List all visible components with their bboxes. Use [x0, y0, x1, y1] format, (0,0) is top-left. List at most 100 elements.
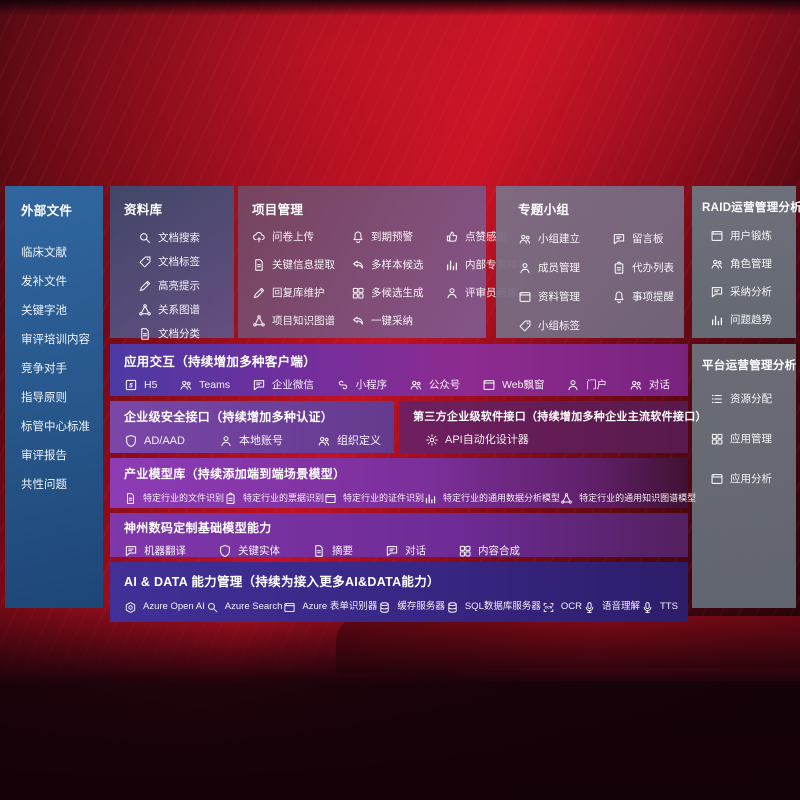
service-item: OCR [542, 599, 582, 615]
feature-item: 关系图谱 [138, 302, 228, 318]
dialogue-icon [385, 544, 399, 558]
library-list: 文档搜索 文档标签 高亮提示 关系图谱 文档分类 [124, 230, 228, 342]
capability-item: 机器翻译 [124, 543, 186, 559]
machine-translation-icon [124, 544, 138, 558]
industry-model-library-panel: 产业模型库（持续添加端到端场景模型） 特定行业的文件识别 特定行业的票据识别 特定行… [110, 458, 696, 508]
capability-item: 对话 [385, 543, 426, 559]
security-list: AD/AAD 本地账号 组织定义 [124, 433, 394, 449]
web-popup-icon [482, 378, 496, 392]
raid-list: 用户锻炼 角色管理 采纳分析 问题趋势 [702, 228, 792, 328]
reviewer-profile-icon [445, 286, 459, 300]
cache-server-icon [378, 601, 391, 614]
sidebar-item: 共性问题 [21, 479, 67, 491]
project-list: 问卷上传到期预警点赞感谢关键信息提取多样本候选内部专家排名回复库维护多候选生成评… [252, 229, 528, 329]
key-entity-icon [218, 544, 232, 558]
basemodels-list: 机器翻译 关键实体 摘要 对话 内容合成 [124, 543, 688, 559]
wechat-work-icon [252, 378, 266, 392]
todo-list-icon [612, 261, 626, 275]
industry-id-recognition-icon [324, 492, 337, 505]
sidebar-item: 审评报告 [21, 450, 67, 462]
azure-openai-icon [124, 601, 137, 614]
feature-item: 回复库维护 [252, 285, 349, 301]
industry-list: 特定行业的文件识别 特定行业的票据识别 特定行业的证件识别 特定行业的通用数据分析模型… [124, 490, 696, 506]
org-definition-icon [317, 434, 331, 448]
security-title: 企业级安全接口（持续增加多种认证） [124, 410, 334, 424]
feature-item: 采纳分析 [710, 284, 792, 300]
local-account-icon [219, 434, 233, 448]
knowledge-library-panel: 资料库 文档搜索 文档标签 高亮提示 关系图谱 文档分类 [110, 186, 234, 340]
auth-item: 组织定义 [317, 433, 381, 449]
raid-operation-analysis-panel: RAID运营管理分析 用户锻炼 角色管理 采纳分析 问题趋势 [692, 186, 800, 338]
auth-item: AD/AAD [124, 433, 185, 449]
service-item: Azure Open AI [124, 599, 205, 615]
service-item: Azure 表单识别器 [283, 599, 377, 615]
model-item: 特定行业的通用数据分析模型 [424, 490, 560, 506]
feature-item: 文档分类 [138, 326, 228, 342]
aidata-title: AI & DATA 能力管理（持续为接入更多AI&DATA能力） [124, 575, 440, 589]
interaction-list: H5 Teams 企业微信 小程序 公众号 Web飘窗 门户 对话 [124, 377, 670, 393]
capability-item: 关键实体 [218, 543, 280, 559]
azure-form-recognizer-icon [283, 601, 296, 614]
feature-item: 高亮提示 [138, 278, 228, 294]
capability-item: 摘要 [312, 543, 353, 559]
project-title: 项目管理 [252, 203, 304, 217]
ai-data-capability-panel: AI & DATA 能力管理（持续为接入更多AI&DATA能力） Azure O… [110, 562, 688, 622]
thirdparty-title: 第三方企业级软件接口（持续增加多种企业主流软件接口） [413, 411, 707, 423]
feature-item: 关键信息提取 [252, 257, 349, 273]
client-item: 企业微信 [252, 377, 314, 393]
app-management-icon [710, 432, 724, 446]
document-tag-icon [138, 255, 152, 269]
third-party-software-interface-panel: 第三方企业级软件接口（持续增加多种企业主流软件接口） API自动化设计器 [399, 401, 707, 453]
custom-base-model-panel: 神州数码定制基础模型能力 机器翻译 关键实体 摘要 对话 内容合成 [110, 513, 688, 557]
industry-kg-model-icon [560, 492, 573, 505]
thirdparty-list: API自动化设计器 [413, 432, 688, 448]
like-thanks-icon [445, 230, 459, 244]
one-click-adopt-icon [351, 314, 365, 328]
industry-receipt-recognition-icon [224, 492, 237, 505]
group-title: 专题小组 [518, 203, 570, 217]
group-list: 小组建立 留言板 成员管理 代办列表 资料管理 事项提醒 小组标签 [518, 231, 678, 334]
platform-operation-analysis-panel: 平台运营管理分析 资源分配 应用管理 应用分析 [692, 344, 796, 608]
sidebar-item: 指导原则 [21, 392, 67, 404]
external-files-title: 外部文件 [21, 204, 73, 218]
material-management-icon [518, 290, 532, 304]
sidebar-item: 关键字池 [21, 305, 67, 317]
group-create-icon [518, 232, 532, 246]
portal-icon [566, 378, 580, 392]
external-files-panel: 外部文件 临床文献 发补文件 关键字池 审评培训内容 竞争对手 指导原则 标管中心标准 审评报… [5, 186, 103, 608]
resource-allocation-icon [710, 392, 724, 406]
speech-understanding-icon [583, 601, 596, 614]
key-info-extract-icon [252, 258, 266, 272]
feature-item: 小组建立 [518, 231, 612, 247]
api-designer-icon [425, 433, 439, 447]
document-search-icon [138, 231, 152, 245]
special-group-panel: 专题小组 小组建立 留言板 成员管理 代办列表 资料管理 事项提醒 小组标签 [496, 186, 684, 338]
bottom-shadow [0, 598, 800, 800]
platform-title: 平台运营管理分析 [702, 360, 797, 372]
feature-item: 问卷上传 [252, 229, 349, 245]
ocr-icon [542, 601, 555, 614]
client-item: H5 [124, 377, 157, 393]
multi-sample-candidate-icon [351, 258, 365, 272]
capability-item: 内容合成 [458, 543, 520, 559]
model-item: 特定行业的通用知识图谱模型 [560, 490, 696, 506]
ad-aad-icon [124, 434, 138, 448]
app-interaction-panel: 应用交互（持续增加多种客户端） H5 Teams 企业微信 小程序 公众号 Web飘窗 门户… [110, 344, 688, 396]
questionnaire-upload-icon [252, 230, 266, 244]
feature-item: 资源分配 [710, 391, 792, 407]
feature-item: 多候选生成 [351, 285, 443, 301]
role-management-icon [710, 257, 724, 271]
sidebar-item: 审评培训内容 [21, 334, 90, 346]
summary-icon [312, 544, 326, 558]
miniprogram-icon [336, 378, 350, 392]
sidebar-item: 标管中心标准 [21, 421, 90, 433]
service-item: 语音理解 [583, 599, 640, 615]
basemodels-title: 神州数码定制基础模型能力 [124, 521, 272, 535]
client-item: 对话 [629, 377, 670, 393]
feature-item: 多样本候选 [351, 257, 443, 273]
dialog-icon [629, 378, 643, 392]
feature-item: 角色管理 [710, 256, 792, 272]
app-analysis-icon [710, 472, 724, 486]
reply-library-maintain-icon [252, 286, 266, 300]
